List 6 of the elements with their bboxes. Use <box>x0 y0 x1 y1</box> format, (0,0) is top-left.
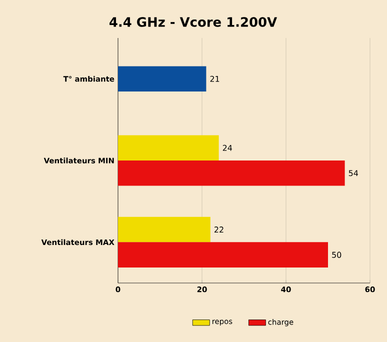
bar <box>118 135 219 161</box>
bar <box>118 160 345 186</box>
chart-title: 4.4 GHz - Vcore 1.200V <box>110 17 278 27</box>
bar <box>118 66 206 92</box>
bar <box>118 216 210 242</box>
bar <box>118 242 328 268</box>
